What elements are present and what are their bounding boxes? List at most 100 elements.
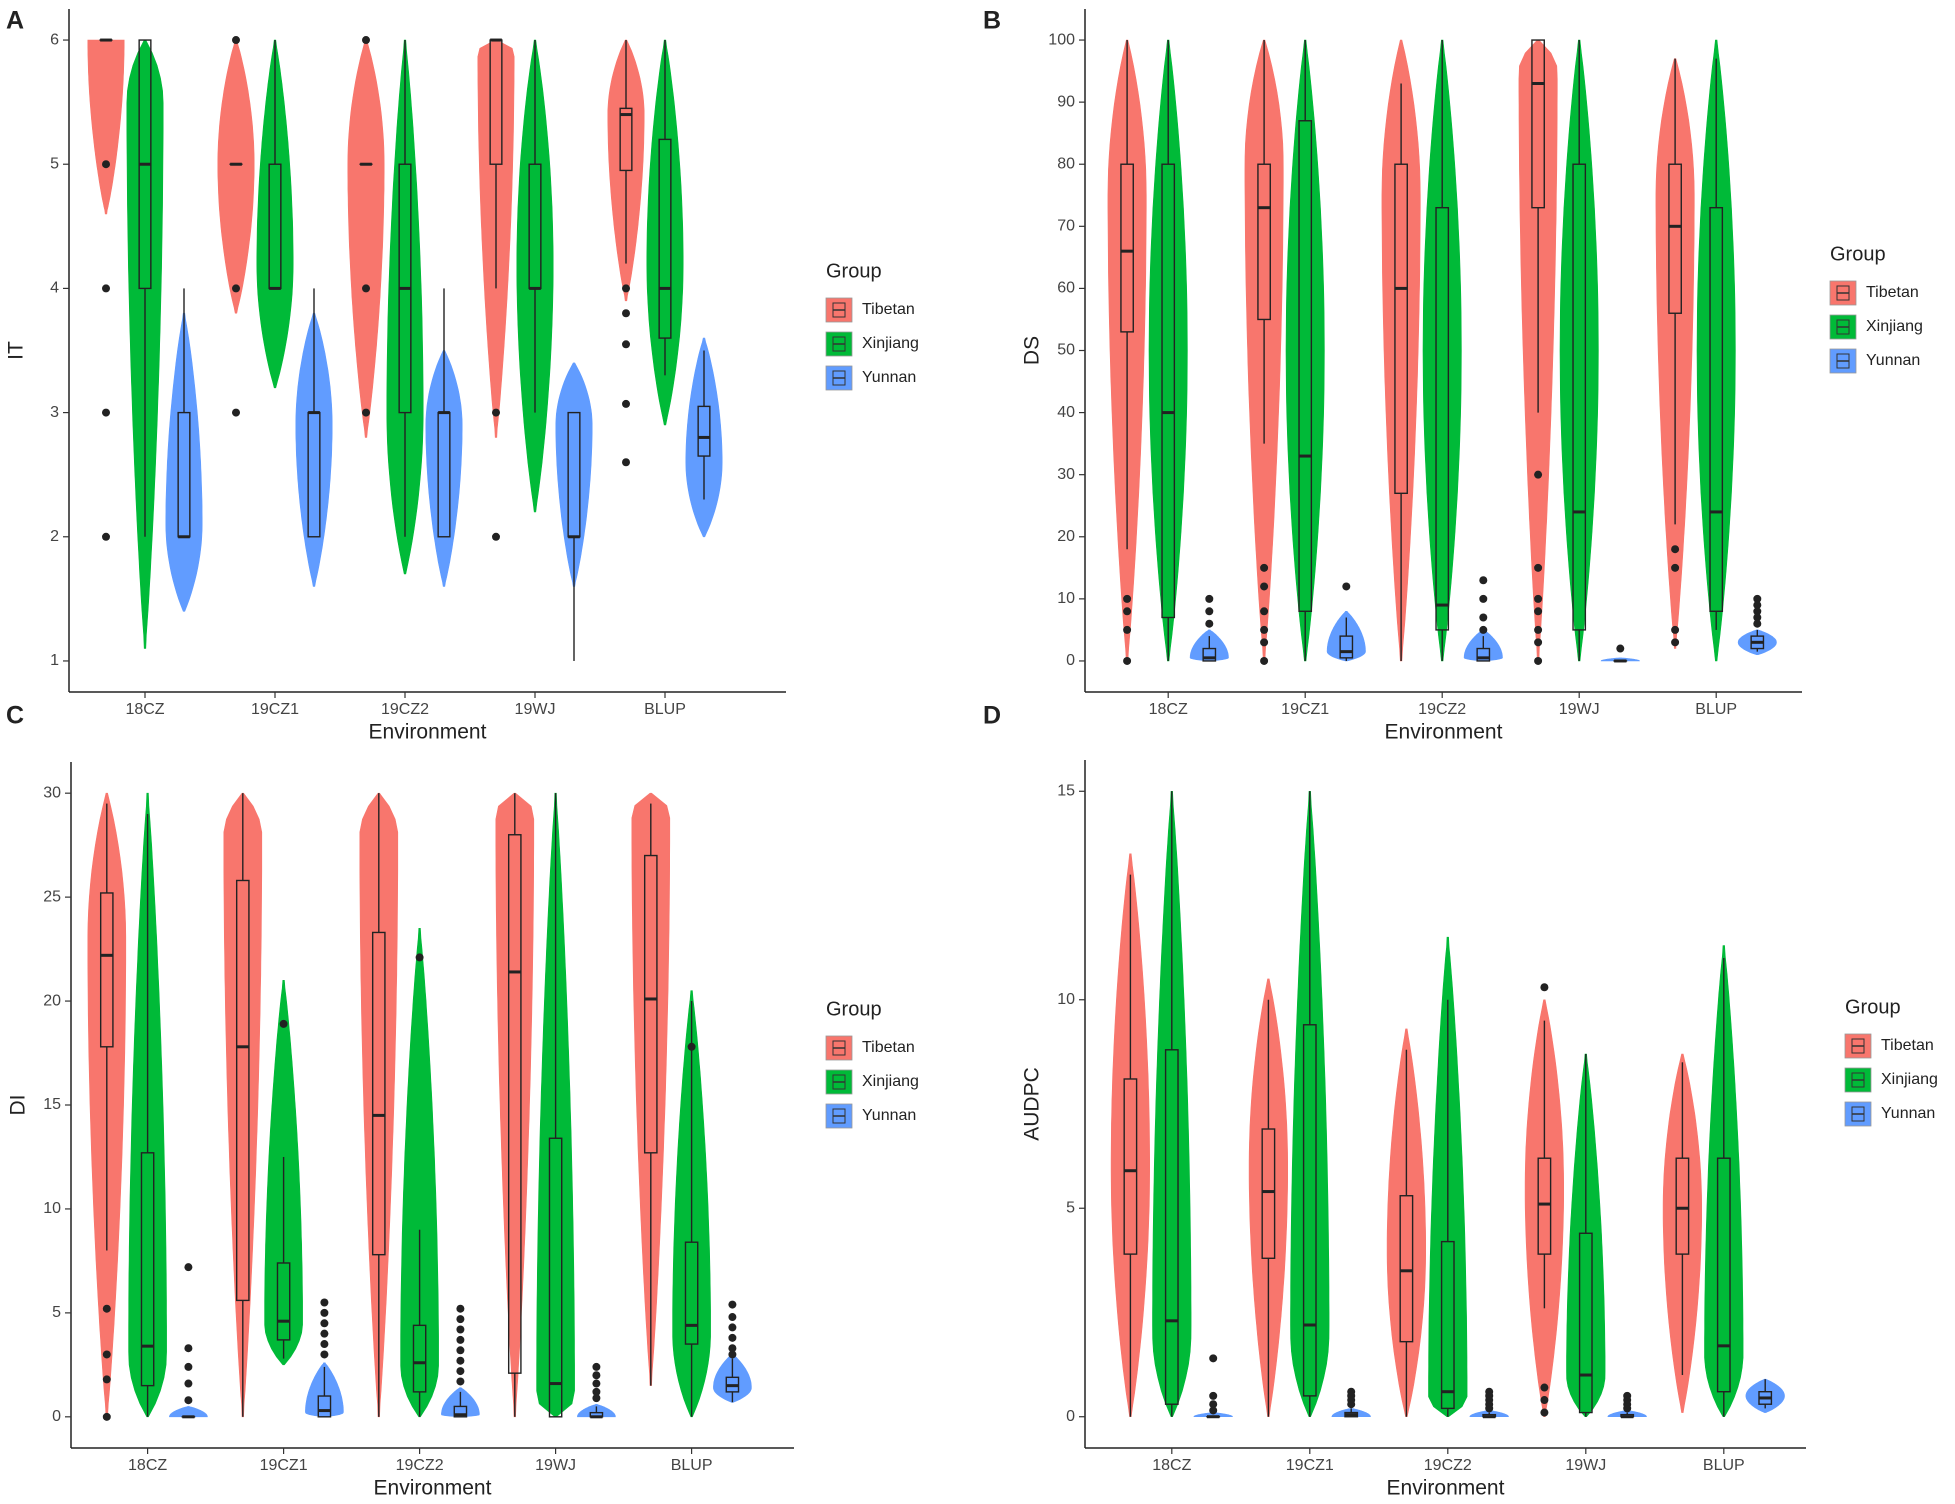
box (1709, 206, 1724, 612)
x-axis-title: Environment (1385, 721, 1503, 744)
violin (1110, 853, 1150, 1417)
box (1435, 206, 1450, 631)
y-tick-label: 80 (1057, 155, 1075, 172)
box (1572, 163, 1587, 631)
y-tick-label: 5 (1066, 1199, 1075, 1216)
outlier (622, 458, 630, 467)
legend-title: Group (1845, 996, 1901, 1018)
y-tick-label: 1 (50, 652, 59, 669)
violin (223, 792, 263, 1418)
legend-title: Group (826, 998, 882, 1020)
x-axis-title: Environment (1387, 1477, 1505, 1500)
violin (555, 362, 593, 587)
legend-entry: Xinjiang (1881, 1071, 1938, 1088)
outlier (184, 1344, 193, 1353)
box (548, 1137, 563, 1418)
x-tick-label: 19WJ (1565, 1457, 1606, 1474)
outlier (1534, 563, 1543, 572)
outlier (456, 1325, 465, 1334)
outlier (728, 1313, 737, 1322)
outlier (456, 1377, 465, 1386)
outlier (728, 1350, 737, 1359)
outlier (728, 1323, 737, 1332)
box (697, 405, 711, 457)
legend-entry: Tibetan (1881, 1037, 1934, 1054)
outlier (592, 1362, 601, 1371)
outlier (622, 284, 630, 293)
outlier (1479, 613, 1488, 622)
outlier (592, 1394, 601, 1403)
outlier (592, 1379, 601, 1388)
outlier (1753, 594, 1762, 603)
violin (295, 312, 333, 587)
violin (516, 39, 554, 513)
box (1537, 1157, 1552, 1255)
outlier (1260, 607, 1269, 616)
panel-label: D (983, 702, 1001, 730)
outlier (592, 1387, 601, 1396)
outlier (1260, 656, 1269, 665)
outlier (102, 1350, 111, 1359)
y-tick-label: 10 (43, 1200, 61, 1217)
legend-entry: Yunnan (1881, 1105, 1935, 1122)
box (1668, 163, 1682, 314)
legend-key (1829, 314, 1857, 340)
outlier (456, 1315, 465, 1324)
x-tick-label: 19CZ2 (1418, 701, 1466, 718)
x-tick-label: BLUP (1695, 701, 1737, 718)
box (1476, 647, 1491, 662)
box (658, 138, 672, 339)
outlier (362, 408, 370, 417)
y-tick-label: 0 (1066, 652, 1075, 669)
violin (1290, 791, 1330, 1417)
y-axis-title: DI (7, 1095, 30, 1116)
legend-entry: Xinjiang (1866, 318, 1923, 335)
outlier (102, 284, 110, 293)
panel-label: A (6, 7, 24, 35)
box (1123, 1078, 1138, 1255)
violin (1559, 39, 1599, 662)
y-axis-title: DS (1021, 336, 1044, 365)
outlier (232, 36, 240, 45)
y-tick-label: 10 (1057, 991, 1075, 1008)
outlier (1485, 1404, 1494, 1413)
x-tick-label: BLUP (644, 701, 686, 718)
violin (1285, 39, 1325, 662)
x-tick-label: 18CZ (1149, 701, 1188, 718)
box (1399, 1195, 1414, 1343)
outlier (102, 1412, 111, 1421)
outlier (320, 1319, 329, 1328)
y-tick-label: 40 (1057, 404, 1075, 421)
outlier (102, 160, 110, 169)
outlier (1205, 607, 1214, 616)
y-axis-title: IT (5, 341, 28, 360)
outlier (1342, 582, 1351, 591)
y-tick-label: 4 (50, 280, 59, 297)
box (507, 834, 522, 1374)
outlier (1671, 638, 1680, 647)
outlier (1209, 1391, 1218, 1400)
outlier (1534, 607, 1543, 616)
x-axis-title: Environment (374, 1477, 492, 1500)
y-tick-label: 0 (52, 1408, 61, 1425)
outlier (1540, 1408, 1549, 1417)
legend-entry: Yunnan (862, 369, 916, 386)
box (1302, 1024, 1317, 1397)
violin (386, 39, 424, 575)
outlier (320, 1298, 329, 1307)
box (1164, 1049, 1179, 1405)
box (643, 854, 658, 1154)
outlier (1209, 1400, 1218, 1409)
y-tick-label: 100 (1048, 31, 1075, 48)
box (684, 1241, 699, 1345)
box (453, 1405, 468, 1418)
y-tick-label: 70 (1057, 218, 1075, 235)
box (1298, 120, 1313, 612)
outlier (1123, 656, 1132, 665)
x-tick-label: 19CZ1 (1286, 1457, 1334, 1474)
box (1161, 163, 1176, 619)
outlier (184, 1263, 193, 1272)
violin (1600, 657, 1640, 662)
outlier (320, 1350, 329, 1359)
